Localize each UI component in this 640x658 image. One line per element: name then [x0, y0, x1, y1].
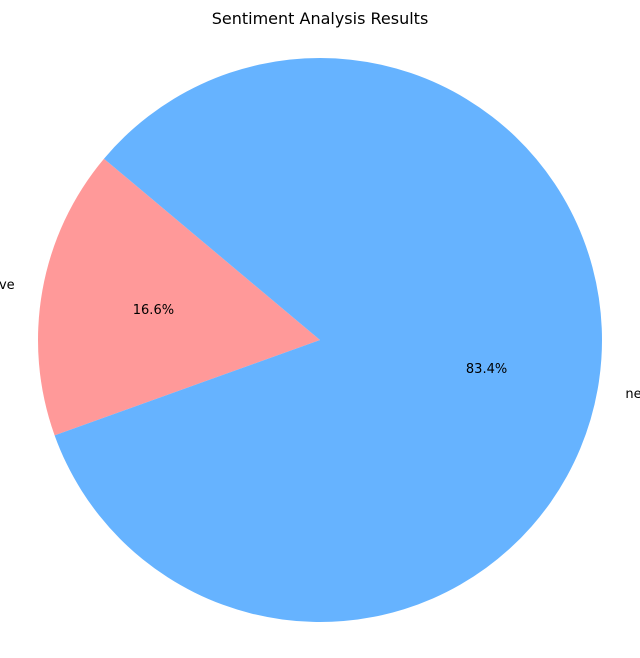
pie-pct-label-negative: 83.4%	[466, 362, 507, 377]
pie-category-label-positive: positive	[0, 278, 15, 293]
chart-title: Sentiment Analysis Results	[212, 9, 429, 28]
pie-slices	[37, 57, 603, 622]
pie-category-label-negative: negative	[625, 387, 640, 402]
pie-slice-positive	[37, 158, 320, 436]
pie-labels: 16.6% positive 83.4% negative	[0, 278, 640, 402]
pie-pct-label-positive: 16.6%	[133, 303, 174, 318]
pie-slice-negative	[54, 57, 603, 622]
